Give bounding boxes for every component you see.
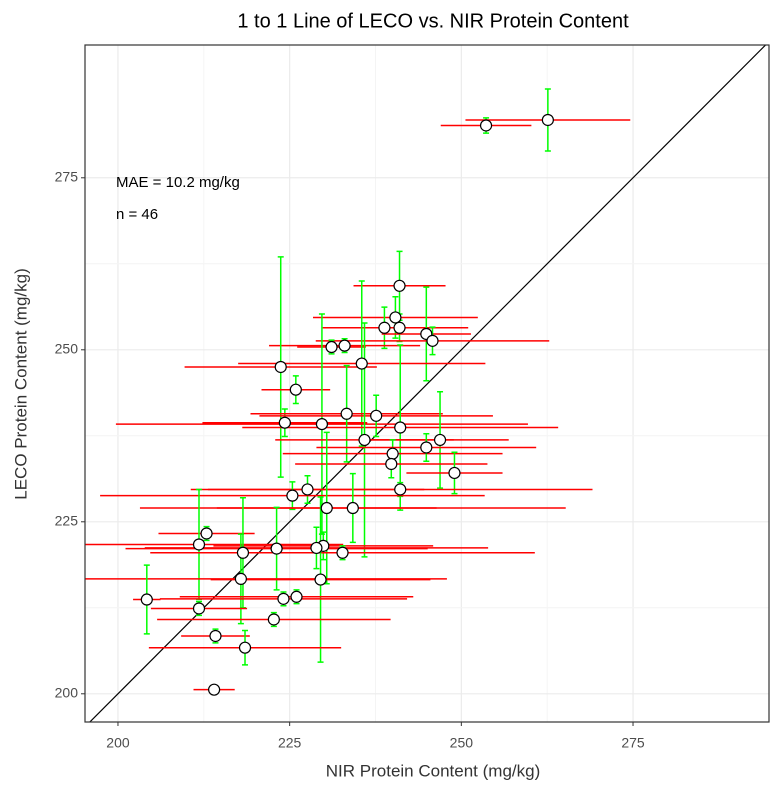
point [325,340,338,354]
point [192,538,206,551]
x-tick-label: 250 [450,735,474,751]
point [192,602,206,615]
point [267,613,280,626]
y-tick-label: 225 [55,512,79,528]
point [277,592,290,605]
point [393,321,406,334]
y-tick-label: 200 [55,684,79,700]
y-tick-label: 250 [55,340,79,356]
point [270,542,283,555]
point [200,527,213,540]
point [378,321,391,334]
panel-border [84,44,770,723]
point [386,447,399,460]
identity-line [89,45,766,722]
point [310,541,323,555]
point [274,360,287,374]
point [338,339,351,352]
x-tick-label: 200 [106,735,130,751]
point [358,433,371,447]
point [394,421,407,434]
y-axis-label: LECO Protein Content (mg/kg) [11,268,30,499]
annotation: n = 46 [116,206,158,223]
point [393,279,406,292]
point [355,357,368,370]
x-axis-label: NIR Protein Content (mg/kg) [326,761,540,780]
point [336,546,349,559]
point [238,641,252,654]
point [140,593,153,606]
point [420,441,433,454]
x-tick-label: 275 [621,735,645,751]
point [479,119,493,132]
point [426,334,439,347]
y-tick-label: 275 [55,168,79,184]
point [289,383,302,396]
point [314,573,327,586]
point [433,433,447,447]
point [340,407,353,420]
point [278,416,291,429]
point [394,483,407,496]
point [346,501,359,515]
point [320,501,333,515]
point [290,590,303,603]
point [541,113,554,127]
point [209,629,222,643]
annotation: MAE = 10.2 mg/kg [116,174,240,191]
point [315,417,329,431]
point [370,409,383,422]
point [389,311,402,324]
chart-title: 1 to 1 Line of LECO vs. NIR Protein Cont… [237,10,629,32]
point [234,572,247,585]
point [236,546,250,559]
point [448,466,461,480]
point [301,483,314,496]
point [208,683,221,696]
point [286,489,299,502]
x-tick-label: 225 [278,735,302,751]
point [385,457,398,471]
